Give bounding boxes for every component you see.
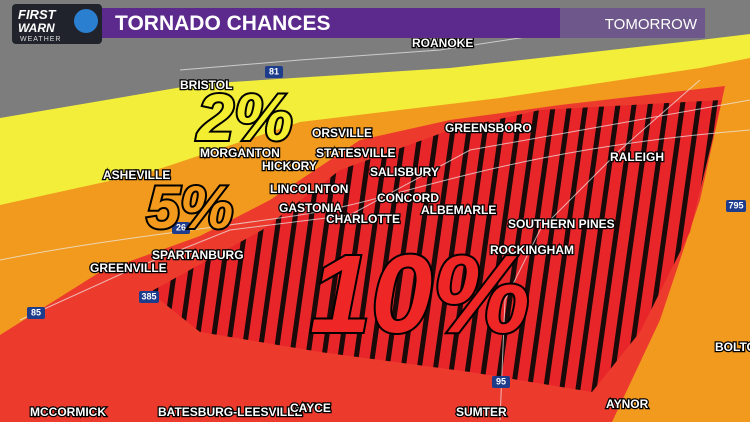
highway-label: 81 — [269, 66, 279, 76]
risk-label: 5% — [147, 174, 234, 241]
city-label: GREENVILLE — [90, 261, 167, 275]
city-label: SPARTANBURG — [152, 248, 244, 262]
city-label: CONCORD — [377, 191, 439, 205]
logo-text: FIRST — [18, 7, 57, 22]
shield — [139, 291, 159, 303]
logo-text: WEATHER — [20, 36, 61, 43]
city-label: HICKORY — [262, 159, 317, 173]
header-subtitle: TOMORROW — [605, 16, 698, 33]
highway-label: 85 — [31, 307, 41, 317]
city-label: ALBEMARLE — [421, 203, 496, 217]
city-label: CAYCE — [290, 401, 331, 415]
hatched-area — [150, 100, 722, 392]
city-label: BATESBURG-LEESVILLE — [158, 405, 302, 419]
risk-label: 2% — [195, 80, 292, 154]
highway-label: 26 — [176, 222, 186, 232]
city-label: SUMTER — [456, 405, 507, 419]
shield — [27, 307, 45, 319]
highway-label: 385 — [141, 291, 156, 301]
logo-text: WARN — [18, 21, 55, 35]
city-label: AYNOR — [606, 397, 649, 411]
city-label: GREENSBORO — [445, 121, 532, 135]
city-label: BRISTOL — [180, 78, 232, 92]
shield — [492, 376, 510, 388]
shield — [265, 66, 283, 78]
city-label: GASTONIA — [279, 201, 342, 215]
city-label: ORSVILLE — [312, 126, 372, 140]
shield — [726, 200, 746, 212]
header-right — [560, 8, 705, 38]
city-label: ROANOKE — [412, 36, 473, 50]
header-title: TORNADO CHANCES — [115, 12, 330, 35]
city-label: ASHEVILLE — [103, 168, 170, 182]
city-label: LINCOLNTON — [270, 182, 348, 196]
city-labels: ROANOKE BRISTOL ORSVILLE MORGANTON GREEN… — [29, 35, 750, 421]
highway-label: 95 — [496, 376, 506, 386]
header: TORNADO CHANCES TOMORROW FIRST WARN WEAT… — [12, 4, 705, 44]
highway-label: 795 — [728, 200, 743, 210]
city-label: ROCKINGHAM — [490, 243, 574, 257]
city-label: MORGANTON — [200, 146, 280, 160]
shield — [172, 222, 190, 234]
city-label: STATESVILLE — [316, 146, 396, 160]
risk-label: 10% — [310, 233, 530, 356]
city-label: MCCORMICK — [30, 405, 106, 419]
city-label: SALISBURY — [370, 165, 439, 179]
logo-icon — [74, 9, 98, 33]
city-label: SOUTHERN PINES — [508, 217, 615, 231]
city-label: BOLTO — [715, 340, 750, 354]
city-label: CHARLOTTE — [326, 212, 400, 226]
city-label: RALEIGH — [610, 150, 664, 164]
highway-shields: 81 26 385 85 95 795 — [27, 66, 746, 388]
